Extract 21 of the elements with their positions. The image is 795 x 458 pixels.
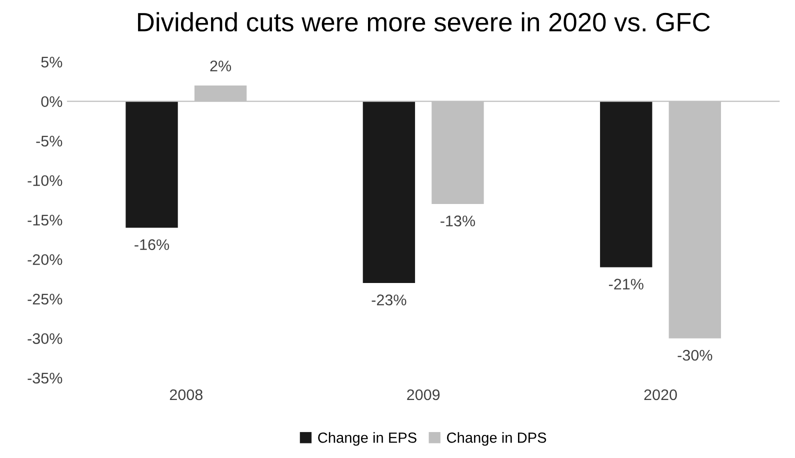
y-tick-label: -20% [28,254,62,266]
data-label: 2% [210,60,232,72]
x-tick-label: 2020 [644,389,677,400]
x-tick-label: 2008 [170,389,202,400]
data-label: -16% [134,239,170,250]
legend-label: Change in EPS [318,432,416,446]
data-label: -30% [678,350,712,361]
y-tick-label: 5% [41,56,62,68]
y-tick-label: -15% [28,214,62,226]
chart-title: Dividend cuts were more severe in 2020 vs. GFC [138,12,710,32]
y-tick-label: -10% [28,175,62,186]
data-label: -13% [440,216,476,226]
legend-label: Change in DPS [447,432,546,446]
data-label: -23% [372,294,406,306]
y-tick-label: -25% [28,294,62,305]
y-tick-label: -35% [28,372,62,384]
data-label: -21% [608,278,644,290]
x-tick-label: 2009 [407,389,440,400]
y-tick-label: -5% [36,136,62,147]
y-tick-label: -30% [28,333,62,344]
y-tick-label: 0% [41,96,62,108]
